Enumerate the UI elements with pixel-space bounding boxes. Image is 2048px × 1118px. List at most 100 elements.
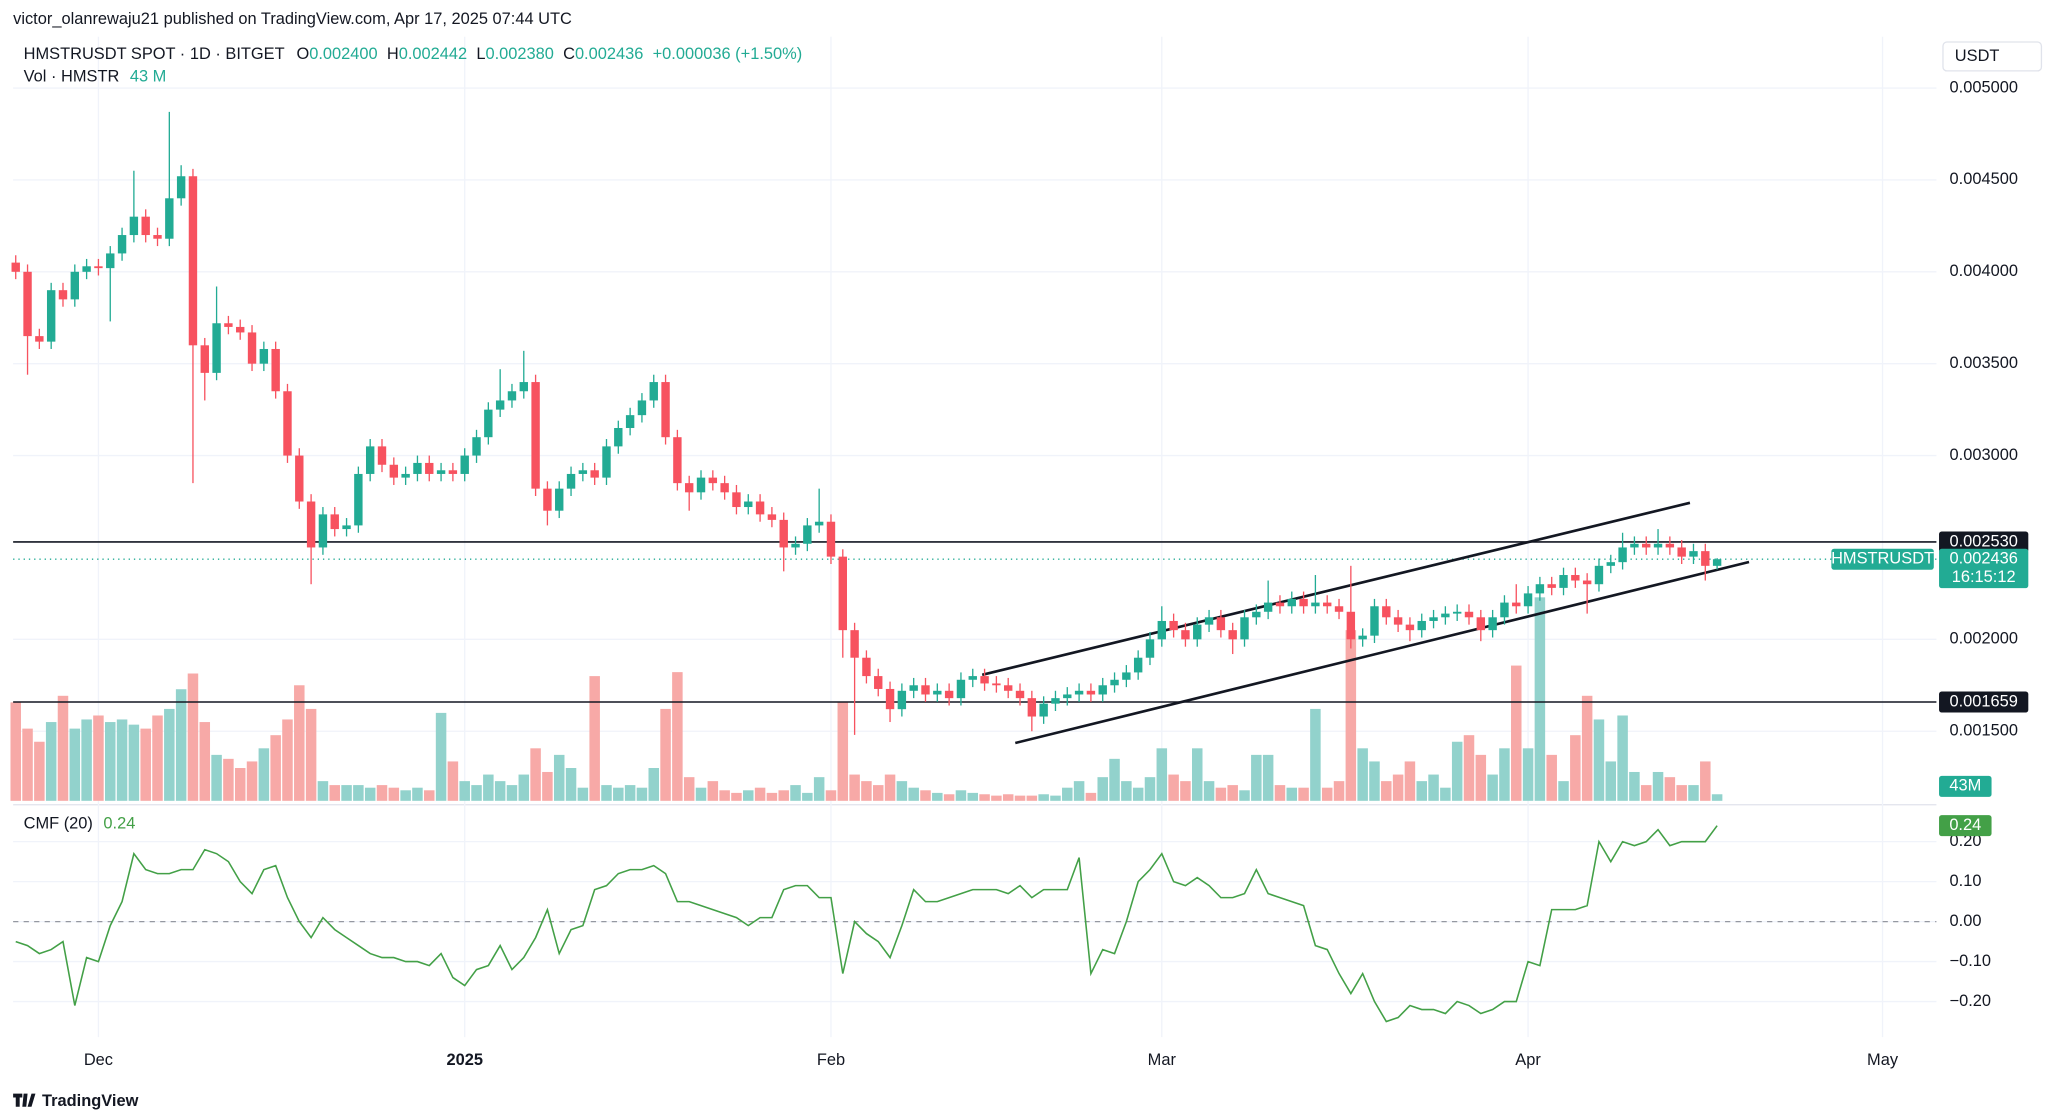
volume-bar xyxy=(22,728,33,801)
volume-bar xyxy=(364,787,376,801)
volume-bar xyxy=(459,781,470,801)
candle-body xyxy=(555,488,564,511)
volume-bar xyxy=(1251,754,1262,801)
volume-bar xyxy=(920,790,931,801)
candle-body xyxy=(1665,543,1675,548)
candle-body xyxy=(1133,657,1143,673)
volume-bar xyxy=(246,761,258,801)
legend-title: HMSTRUSDT SPOT · 1D · BITGET xyxy=(24,45,285,63)
legend-change: +0.000036 (+1.50%) xyxy=(653,45,803,63)
y-tick-label: 0.002000 xyxy=(1950,630,2018,648)
volume-bar xyxy=(152,715,163,801)
candle-body xyxy=(1523,593,1533,607)
candle-body xyxy=(1630,543,1639,548)
candle-body xyxy=(566,473,576,489)
volume-bar xyxy=(1558,781,1569,801)
candle-body xyxy=(1701,551,1710,566)
candle-body xyxy=(413,462,422,474)
candle-body xyxy=(1323,602,1332,607)
cmf-line xyxy=(15,825,1718,1023)
volume-bar xyxy=(483,774,494,801)
candle-body xyxy=(803,525,812,544)
volume-bar xyxy=(731,792,742,801)
volume-bar xyxy=(1593,719,1605,801)
currency-box[interactable] xyxy=(1942,41,2043,72)
volume-bar xyxy=(601,785,612,801)
cmf-tick-label: −0.10 xyxy=(1950,952,1992,970)
candle-body xyxy=(1358,635,1367,640)
candle-body xyxy=(1334,606,1344,612)
volume-bar xyxy=(636,787,648,801)
cmf-badge: 0.24 xyxy=(1949,816,1981,834)
candle-body xyxy=(519,382,528,392)
volume-bar xyxy=(234,768,246,801)
volume-bar xyxy=(825,790,837,801)
volume-bar xyxy=(400,790,411,801)
candle-body xyxy=(1429,617,1438,621)
candle-body xyxy=(862,657,871,677)
candle-body xyxy=(850,630,859,658)
legend-value: 0.002442 xyxy=(399,45,467,63)
volume-bar xyxy=(1180,781,1191,801)
candle-body xyxy=(35,336,44,342)
volume-bar xyxy=(69,728,81,801)
candle-body xyxy=(1027,698,1037,717)
candle-body xyxy=(885,688,895,710)
candle-body xyxy=(318,514,328,548)
cmf-badge-bg xyxy=(1939,815,1992,837)
legend-key: O xyxy=(296,45,309,63)
volume-bar xyxy=(1428,774,1439,801)
symbol-tag: HMSTRUSDT xyxy=(1831,550,1934,568)
currency[interactable]: USDT xyxy=(1955,47,2000,65)
candle-body xyxy=(1547,584,1556,588)
volume-bar xyxy=(1262,754,1274,801)
candle-body xyxy=(767,514,777,520)
volume-bar xyxy=(565,768,577,801)
publisher-line: victor_olanrewaju21 published on Trading… xyxy=(13,10,572,28)
volume-bar xyxy=(577,787,589,801)
candle-body xyxy=(874,676,883,689)
candle-body xyxy=(1653,543,1663,548)
y-tick-label: 0.004000 xyxy=(1950,262,2018,280)
volume-bar xyxy=(991,795,1002,801)
candle-body xyxy=(1512,602,1521,607)
candle-body xyxy=(1216,617,1226,631)
symbol-tag-bg xyxy=(1831,548,1934,570)
volume-value: 43 M xyxy=(130,68,166,86)
trend-line xyxy=(981,501,1691,677)
candle-body xyxy=(684,483,694,493)
volume-bar xyxy=(1357,748,1368,801)
volume-bar xyxy=(849,774,860,801)
volume-bar xyxy=(707,781,719,801)
candle-body xyxy=(921,685,930,695)
volume-bar xyxy=(1026,795,1038,801)
volume-bar xyxy=(1038,794,1049,801)
candle-body xyxy=(448,470,458,474)
volume-bar xyxy=(1298,787,1309,801)
candle-body xyxy=(354,473,363,526)
volume-bar xyxy=(81,719,92,801)
cmf-legend: CMF (20) 0.24 xyxy=(24,815,136,833)
candle-body xyxy=(1098,685,1107,695)
candle-body xyxy=(1287,598,1296,607)
candle-body xyxy=(1346,611,1356,640)
volume-bar xyxy=(754,787,766,801)
volume-bar xyxy=(10,702,21,801)
volume-bar xyxy=(790,785,801,801)
cmf-value: 0.24 xyxy=(103,815,135,833)
candle-body xyxy=(176,176,186,199)
volume-bar xyxy=(778,790,789,801)
candle-body xyxy=(1405,624,1415,631)
candle-body xyxy=(944,690,954,699)
candle-body xyxy=(708,477,718,484)
candle-body xyxy=(94,266,103,269)
volume-bar xyxy=(1310,708,1321,801)
volume-bar xyxy=(1156,748,1168,801)
legend: HMSTRUSDT SPOT · 1D · BITGET O0.002400 H0.… xyxy=(24,45,803,63)
candle-body xyxy=(1559,575,1568,588)
candle-body xyxy=(283,391,292,456)
volume-bar xyxy=(648,768,660,801)
candle-body xyxy=(720,483,729,493)
